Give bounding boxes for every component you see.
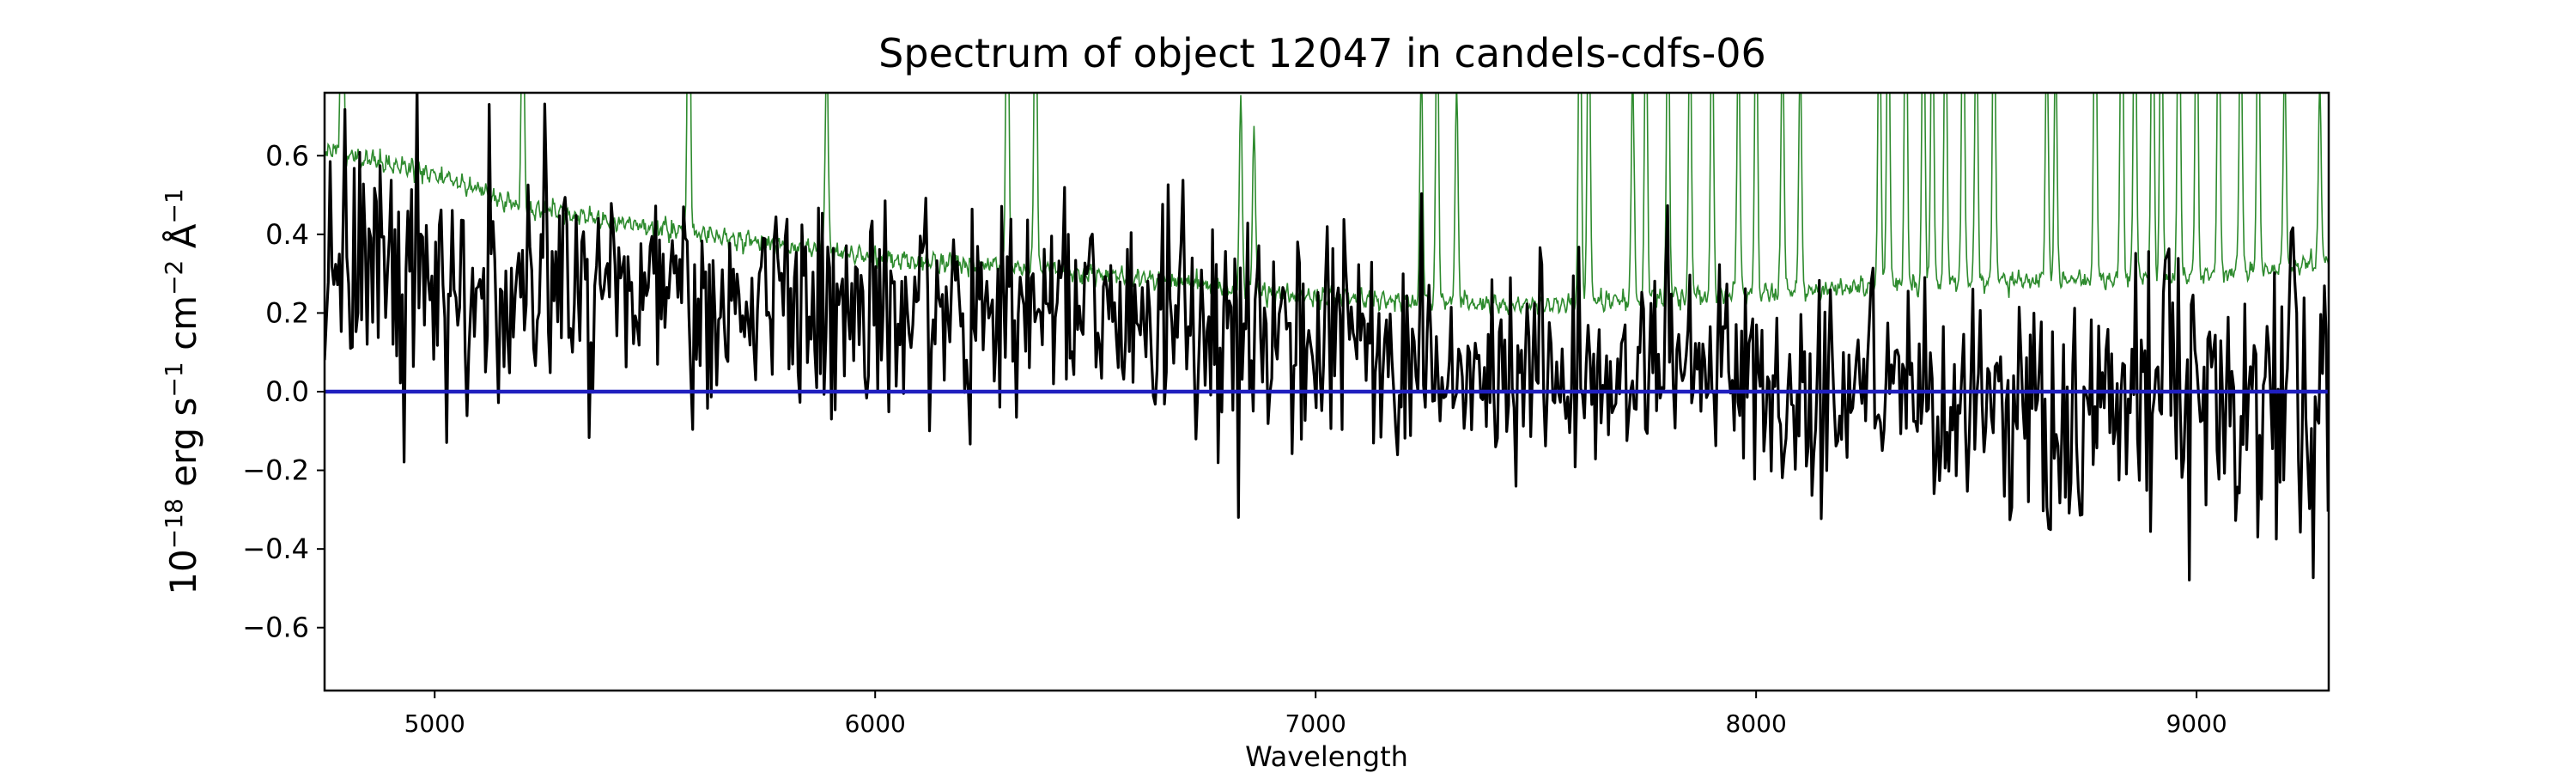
- y-tick-label: 0.6: [265, 139, 309, 172]
- series-error-line: [325, 93, 2329, 317]
- x-tick-label: 6000: [845, 709, 906, 738]
- chart-title: Spectrum of object 12047 in candels-cdfs…: [878, 30, 1766, 76]
- x-tick-label: 5000: [404, 709, 465, 738]
- series-flux-line: [325, 93, 2329, 581]
- y-tick-label: −0.4: [242, 533, 309, 565]
- y-tick-label: −0.6: [242, 612, 309, 644]
- x-tick-label: 8000: [1726, 709, 1787, 738]
- x-axis: 5000 6000 7000 8000 9000: [404, 691, 2227, 738]
- x-tick-label: 7000: [1285, 709, 1346, 738]
- y-tick-label: −0.2: [242, 454, 309, 487]
- y-axis-label: 10−18 erg s−1 cm−2 Å−1: [160, 188, 204, 594]
- plot-area: [323, 91, 2330, 692]
- y-tick-label: 0.4: [265, 218, 309, 251]
- x-tick-label: 9000: [2166, 709, 2227, 738]
- y-tick-label: 0.0: [265, 375, 309, 408]
- y-axis: −0.6 −0.4 −0.2 0.0 0.2 0.4 0.6: [242, 139, 325, 644]
- y-tick-label: 0.2: [265, 296, 309, 329]
- x-axis-label: Wavelength: [1245, 740, 1408, 773]
